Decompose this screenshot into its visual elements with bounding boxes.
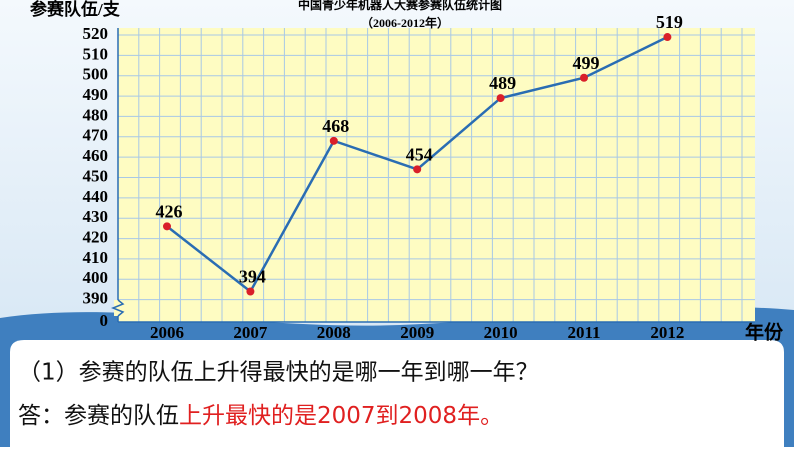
data-point: [580, 73, 588, 82]
chart-subtitle: （2006-2012年）: [361, 15, 449, 30]
chart-title: 中国青少年机器人大赛参赛队伍统计图: [298, 0, 502, 12]
y-tick-label: 470: [83, 126, 109, 145]
x-tick-label: 2010: [484, 323, 518, 342]
data-label: 489: [489, 73, 516, 93]
axis-break: [110, 299, 125, 317]
x-tick-label: 2006: [150, 323, 184, 342]
y-tick-label: 480: [83, 105, 109, 124]
y-tick-label: 490: [83, 85, 109, 104]
data-point: [329, 136, 338, 145]
data-label: 519: [656, 12, 683, 32]
question: （1）参赛的队伍上升得最快的是哪一年到哪一年？: [18, 360, 539, 386]
y-tick-label: 500: [83, 65, 109, 84]
data-label: 468: [322, 116, 349, 136]
answer-highlight: 上升最快的是2007到2008年。: [179, 403, 503, 429]
text-panel: [10, 340, 784, 447]
y-tick-label: 400: [83, 268, 109, 287]
marks: 426 394 468 454 489 499 519: [156, 12, 683, 296]
answer-prefix: 答：参赛的队伍: [18, 403, 179, 429]
grid: [118, 28, 755, 322]
data-point: [663, 33, 672, 42]
y-tick-label: 420: [83, 227, 109, 246]
data-label: 454: [406, 144, 433, 164]
y-tick-label: 410: [83, 248, 109, 267]
data-point: [413, 165, 422, 174]
data-label: 426: [156, 201, 183, 221]
x-tick-label: 2012: [650, 323, 684, 342]
data-point: [163, 222, 171, 231]
data-label: 394: [239, 267, 266, 287]
y-tick-label: 460: [83, 146, 109, 165]
answer: 答：参赛的队伍上升最快的是2007到2008年。: [18, 403, 503, 429]
y-tick-label: 440: [83, 187, 109, 206]
x-tick-label: 2009: [400, 323, 434, 342]
y-tick-label: 430: [83, 207, 109, 226]
y-tick-label: 520: [83, 24, 109, 43]
y-axis-label: 参赛队伍/支: [30, 0, 121, 19]
y-tick-label: 510: [83, 44, 109, 63]
x-tick-label: 2008: [317, 323, 351, 342]
data-point: [246, 287, 255, 296]
axis-break-bg: [114, 300, 122, 316]
y-tick-label: 390: [83, 289, 109, 308]
data-label: 499: [573, 53, 600, 73]
plot-area: [118, 28, 755, 322]
data-point: [496, 94, 505, 103]
x-tick-label: 2007: [233, 323, 268, 342]
y-tick-label: 0: [100, 311, 109, 330]
y-tick-label: 450: [83, 166, 109, 185]
x-axis-label: 年份: [745, 320, 784, 343]
x-tick-label: 2011: [567, 323, 600, 342]
